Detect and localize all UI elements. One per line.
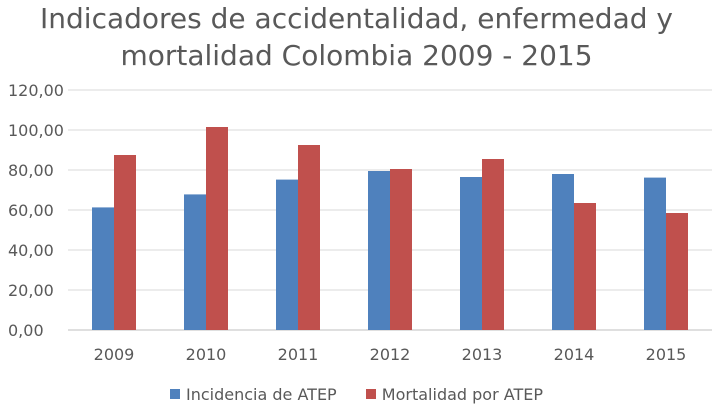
y-tick-label: 60,00 [8, 201, 54, 220]
y-tick-label: 40,00 [8, 241, 54, 260]
x-tick-label: 2011 [278, 345, 319, 364]
chart-title-line-2: mortalidad Colombia 2009 - 2015 [120, 39, 593, 72]
legend-item-mortalidad: Mortalidad por ATEP [365, 384, 543, 404]
y-tick-label: 80,00 [8, 161, 54, 180]
bar-mortalidad-2013 [482, 159, 504, 330]
x-tick-label: 2013 [462, 345, 503, 364]
x-tick-label: 2014 [554, 345, 595, 364]
legend-swatch-mortalidad [365, 389, 376, 399]
chart-title-line-1: Indicadores de accidentalidad, enfermeda… [40, 2, 673, 35]
x-tick-label: 2012 [370, 345, 411, 364]
bar-mortalidad-2012 [390, 169, 412, 330]
x-tick-label: 2010 [186, 345, 227, 364]
bar-mortalidad-2015 [666, 213, 688, 330]
bar-incidencia-2010 [184, 194, 206, 330]
y-tick-label: 100,00 [8, 121, 64, 140]
bar-mortalidad-2010 [206, 127, 228, 330]
x-tick-label: 2015 [646, 345, 687, 364]
bar-incidencia-2015 [644, 177, 666, 330]
legend-swatch-incidencia [170, 389, 180, 399]
x-tick-label: 2009 [94, 345, 135, 364]
bar-incidencia-2013 [460, 177, 482, 330]
bar-incidencia-2009 [92, 207, 114, 330]
bar-incidencia-2011 [276, 179, 298, 330]
y-tick-label: 0,00 [8, 321, 44, 340]
y-tick-label: 120,00 [8, 81, 64, 100]
bar-mortalidad-2014 [574, 203, 596, 330]
chart-title: Indicadores de accidentalidad, enfermeda… [0, 0, 713, 74]
legend-label-incidencia: Incidencia de ATEP [186, 384, 337, 404]
chart-legend: Incidencia de ATEP Mortalidad por ATEP [0, 384, 713, 404]
legend-item-incidencia: Incidencia de ATEP [170, 385, 337, 404]
legend-label-mortalidad: Mortalidad por ATEP [381, 384, 543, 404]
y-tick-label: 20,00 [8, 281, 54, 300]
bar-mortalidad-2009 [114, 155, 136, 330]
bar-incidencia-2012 [368, 171, 390, 330]
bar-mortalidad-2011 [298, 145, 320, 330]
bar-incidencia-2014 [552, 174, 574, 330]
